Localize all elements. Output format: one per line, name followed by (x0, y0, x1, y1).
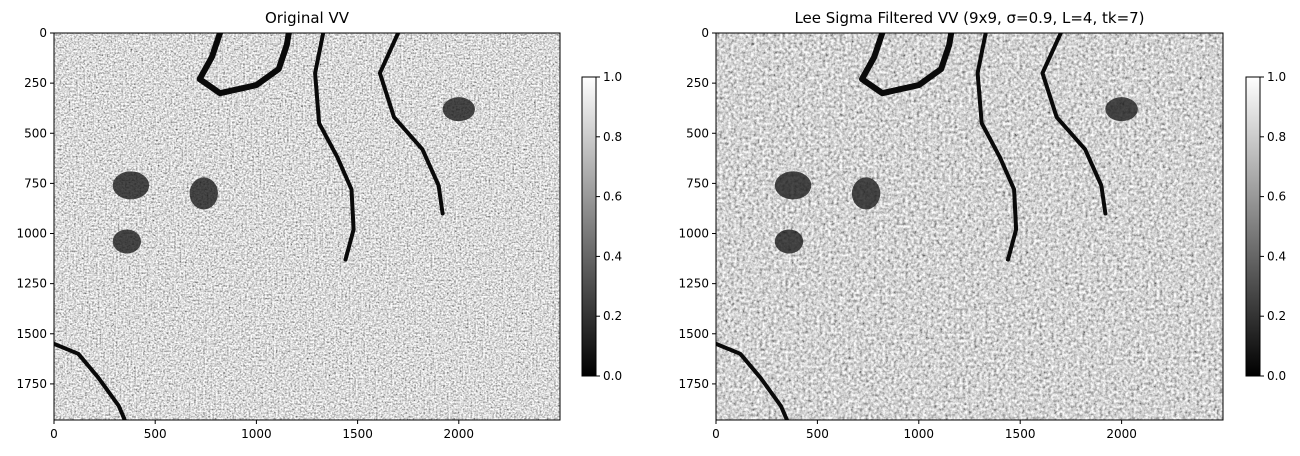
chart-title: Lee Sigma Filtered VV (9x9, σ=0.9, L=4, … (794, 9, 1144, 27)
bright-target (417, 328, 420, 331)
bright-target (366, 372, 369, 375)
y-tick-label: 1500 (16, 327, 47, 341)
x-tick-label: 0 (712, 427, 720, 441)
y-tick-label: 1000 (16, 227, 47, 241)
x-tick-label: 1000 (241, 427, 272, 441)
axes-frame (715, 32, 1224, 421)
river-channel (1040, 33, 1108, 216)
y-tick-label: 250 (24, 76, 47, 90)
x-tick-label: 0 (50, 427, 58, 441)
y-tick-label: 1250 (678, 277, 709, 291)
river-channel (377, 33, 445, 216)
colorbar-tick-label: 1.0 (1267, 70, 1286, 84)
y-tick-label: 1250 (16, 277, 47, 291)
colorbar-tick-label: 1.0 (603, 70, 622, 84)
bright-target (1167, 372, 1170, 375)
colorbar (1245, 76, 1261, 377)
bright-target (1079, 328, 1083, 331)
colorbar-tick-label: 0.8 (603, 130, 622, 144)
x-tick-label: 1000 (904, 427, 935, 441)
sar-image (716, 33, 1223, 420)
y-tick-label: 500 (686, 126, 709, 140)
colorbar (581, 76, 597, 377)
axes-frame (53, 32, 561, 421)
bright-target (467, 352, 471, 355)
y-tick-label: 1500 (678, 327, 709, 341)
colorbar-tick-label: 0.4 (603, 249, 622, 263)
x-tick-label: 500 (806, 427, 829, 441)
river-channel (716, 341, 789, 420)
x-tick-label: 1500 (342, 427, 373, 441)
y-tick-label: 1750 (678, 377, 709, 391)
river-channel (313, 33, 356, 262)
colorbar-tick-label: 0.2 (1267, 309, 1286, 323)
x-tick-label: 2000 (444, 427, 475, 441)
panel-2: Lee Sigma Filtered VV (9x9, σ=0.9, L=4, … (678, 9, 1286, 441)
colorbar-tick-label: 0.0 (603, 369, 622, 383)
y-tick-label: 750 (24, 176, 47, 190)
bright-target (348, 356, 351, 359)
y-tick-label: 0 (701, 26, 709, 40)
bright-target (504, 372, 507, 375)
x-tick-label: 2000 (1106, 427, 1137, 441)
river-channel (975, 33, 1019, 262)
bright-target (1029, 372, 1032, 375)
y-tick-label: 0 (39, 26, 47, 40)
bright-target (1130, 352, 1133, 355)
river-channel (859, 33, 955, 97)
colorbar-tick-label: 0.0 (1267, 369, 1286, 383)
bright-target (441, 382, 444, 386)
y-tick-label: 1750 (16, 377, 47, 391)
y-tick-label: 250 (686, 76, 709, 90)
chart-title: Original VV (265, 9, 350, 27)
colorbar-tick-label: 0.8 (1267, 130, 1286, 144)
bright-target (534, 396, 537, 400)
panel-1: Original VV 0 500 1000 1500 2000 0 250 500 750 100… (16, 9, 622, 441)
y-tick-label: 500 (24, 126, 47, 140)
colorbar-tick-label: 0.6 (1267, 190, 1286, 204)
y-tick-label: 1000 (678, 227, 709, 241)
x-tick-label: 1500 (1005, 427, 1036, 441)
colorbar-tick-label: 0.2 (603, 309, 622, 323)
river-channel (196, 33, 292, 97)
land-texture (54, 33, 560, 420)
land-texture (716, 33, 1223, 420)
bright-target (1104, 382, 1107, 386)
colorbar-tick-label: 0.4 (1267, 249, 1286, 263)
bright-target (1010, 356, 1014, 359)
bright-target (386, 344, 390, 347)
y-tick-label: 750 (686, 176, 709, 190)
x-tick-label: 500 (144, 427, 167, 441)
sar-image (54, 33, 560, 420)
river-channel (54, 341, 127, 420)
bright-target (1049, 344, 1052, 347)
bright-target (1197, 396, 1200, 400)
colorbar-tick-label: 0.6 (603, 190, 622, 204)
